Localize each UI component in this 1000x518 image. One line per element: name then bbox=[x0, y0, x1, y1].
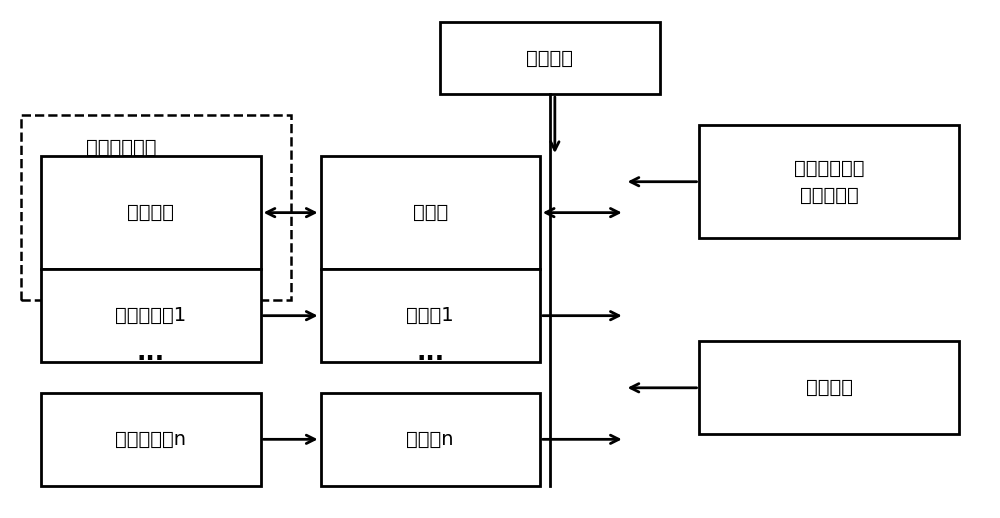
Text: 进行优化配置: 进行优化配置 bbox=[86, 138, 157, 157]
FancyBboxPatch shape bbox=[41, 269, 261, 362]
Text: ···: ··· bbox=[137, 348, 165, 371]
Text: 整流器1: 整流器1 bbox=[406, 306, 454, 325]
Text: 变流器: 变流器 bbox=[413, 203, 448, 222]
Text: 储能电池: 储能电池 bbox=[127, 203, 174, 222]
FancyBboxPatch shape bbox=[41, 156, 261, 269]
Text: 分布式光伏n: 分布式光伏n bbox=[115, 430, 186, 449]
Text: 整流器n: 整流器n bbox=[406, 430, 454, 449]
Text: 交流母线: 交流母线 bbox=[526, 49, 573, 67]
FancyBboxPatch shape bbox=[699, 341, 959, 434]
FancyBboxPatch shape bbox=[320, 156, 540, 269]
Text: 其他负荷: 其他负荷 bbox=[806, 378, 853, 397]
Text: ···: ··· bbox=[416, 348, 444, 371]
Text: 分布式光伏1: 分布式光伏1 bbox=[115, 306, 187, 325]
FancyBboxPatch shape bbox=[21, 115, 291, 300]
FancyBboxPatch shape bbox=[699, 125, 959, 238]
FancyBboxPatch shape bbox=[440, 22, 660, 94]
Text: 参与需求响应
机制的负荷: 参与需求响应 机制的负荷 bbox=[794, 159, 864, 205]
FancyBboxPatch shape bbox=[320, 393, 540, 486]
FancyBboxPatch shape bbox=[320, 269, 540, 362]
FancyBboxPatch shape bbox=[41, 393, 261, 486]
